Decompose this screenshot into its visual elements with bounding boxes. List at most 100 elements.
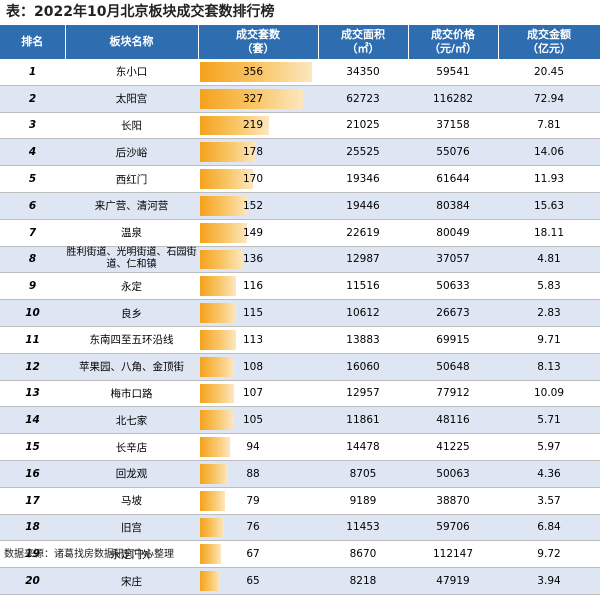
district-name-cell: 后沙峪 xyxy=(65,138,198,167)
units-bar xyxy=(200,463,228,484)
area-cell: 21025 xyxy=(318,112,408,140)
units-value: 219 xyxy=(242,119,264,132)
rank-cell: 14 xyxy=(0,406,65,435)
units-bar xyxy=(200,437,230,457)
district-name-cell: 宋庄 xyxy=(65,567,198,595)
rank-cell: 2 xyxy=(0,85,65,113)
rank-cell: 12 xyxy=(0,353,65,381)
amount-cell: 9.71 xyxy=(498,326,600,354)
table-row: 12 苹果园、八角、金顶街 108 16060 50648 8.13 xyxy=(0,353,600,381)
header-area: 成交面积 （㎡） xyxy=(318,25,409,59)
rank-cell: 18 xyxy=(0,514,65,542)
area-cell: 12957 xyxy=(318,380,408,408)
header-units: 成交套数 （套） xyxy=(198,25,319,59)
units-cell: 113 xyxy=(198,326,318,354)
amount-cell: 20.45 xyxy=(498,59,600,86)
rank-cell: 11 xyxy=(0,326,65,354)
price-cell: 26673 xyxy=(408,299,498,327)
price-cell: 112147 xyxy=(408,540,498,569)
area-cell: 25525 xyxy=(318,138,408,167)
area-cell: 8705 xyxy=(318,460,408,488)
amount-cell: 8.13 xyxy=(498,353,600,381)
units-cell: 79 xyxy=(198,487,318,515)
rank-cell: 15 xyxy=(0,433,65,461)
ranking-table: 排名 板块名称 成交套数 （套） 成交面积 （㎡） 成交价格 （元/㎡） 成交金额 （亿… xyxy=(0,25,600,595)
amount-cell: 9.72 xyxy=(498,540,600,569)
header-price: 成交价格 （元/㎡） xyxy=(408,25,499,59)
area-cell: 11453 xyxy=(318,514,408,542)
table-row: 17 马坡 79 9189 38870 3.57 xyxy=(0,487,600,515)
area-cell: 34350 xyxy=(318,59,408,86)
price-cell: 47919 xyxy=(408,567,498,595)
units-cell: 105 xyxy=(198,406,318,435)
table-row: 16 回龙观 88 8705 50063 4.36 xyxy=(0,460,600,488)
amount-cell: 72.94 xyxy=(498,85,600,113)
units-bar xyxy=(200,329,236,350)
table-row: 9 永定 116 11516 50633 5.83 xyxy=(0,272,600,301)
units-bar xyxy=(200,249,243,270)
amount-cell: 11.93 xyxy=(498,165,600,193)
units-cell: 115 xyxy=(198,299,318,327)
units-bar xyxy=(200,169,253,189)
amount-cell: 5.71 xyxy=(498,406,600,435)
table-row: 6 来广营、清河营 152 19446 80384 15.63 xyxy=(0,192,600,220)
price-cell: 116282 xyxy=(408,85,498,113)
rank-cell: 20 xyxy=(0,567,65,595)
district-name-cell: 北七家 xyxy=(65,406,198,435)
amount-cell: 15.63 xyxy=(498,192,600,220)
area-cell: 22619 xyxy=(318,219,408,247)
table-row: 14 北七家 105 11861 48116 5.71 xyxy=(0,406,600,435)
units-value: 67 xyxy=(246,548,260,561)
table-row: 1 东小口 356 34350 59541 20.45 xyxy=(0,59,600,86)
header-name: 板块名称 xyxy=(65,25,199,59)
table-row: 7 温泉 149 22619 80049 18.11 xyxy=(0,219,600,247)
price-cell: 61644 xyxy=(408,165,498,193)
units-cell: 116 xyxy=(198,272,318,301)
units-bar xyxy=(200,222,247,243)
rank-cell: 16 xyxy=(0,460,65,488)
district-name-cell: 回龙观 xyxy=(65,460,198,488)
units-bar xyxy=(200,410,233,431)
amount-cell: 4.36 xyxy=(498,460,600,488)
district-name-cell: 长阳 xyxy=(65,112,198,140)
units-value: 113 xyxy=(242,333,264,346)
table-row: 11 东南四至五环沿线 113 13883 69915 9.71 xyxy=(0,326,600,354)
district-name-cell: 良乡 xyxy=(65,299,198,327)
units-bar xyxy=(200,356,234,377)
units-value: 152 xyxy=(242,199,264,212)
area-cell: 19446 xyxy=(318,192,408,220)
units-cell: 88 xyxy=(198,460,318,488)
units-value: 356 xyxy=(242,65,264,78)
units-value: 94 xyxy=(246,441,260,454)
rank-cell: 17 xyxy=(0,487,65,515)
amount-cell: 4.81 xyxy=(498,246,600,274)
area-cell: 11516 xyxy=(318,272,408,301)
price-cell: 37057 xyxy=(408,246,498,274)
header-amount: 成交金额 （亿元） xyxy=(498,25,600,59)
amount-cell: 5.97 xyxy=(498,433,600,461)
amount-cell: 18.11 xyxy=(498,219,600,247)
amount-cell: 3.94 xyxy=(498,567,600,595)
amount-cell: 7.81 xyxy=(498,112,600,140)
price-cell: 37158 xyxy=(408,112,498,140)
units-value: 79 xyxy=(246,494,260,507)
units-cell: 94 xyxy=(198,433,318,461)
units-bar xyxy=(200,517,224,538)
units-cell: 65 xyxy=(198,567,318,595)
district-name-cell: 胜利街道、光明街道、石园街道、仁和镇 xyxy=(65,246,198,274)
units-cell: 76 xyxy=(198,514,318,542)
price-cell: 50633 xyxy=(408,272,498,301)
area-cell: 62723 xyxy=(318,85,408,113)
units-bar xyxy=(200,490,225,511)
rank-cell: 10 xyxy=(0,299,65,327)
district-name-cell: 西红门 xyxy=(65,165,198,193)
amount-cell: 3.57 xyxy=(498,487,600,515)
units-bar xyxy=(200,544,221,565)
district-name-cell: 苹果园、八角、金顶街 xyxy=(65,353,198,381)
header-rank: 排名 xyxy=(0,25,66,59)
page-title: 表：2022年10月北京板块成交套数排行榜 xyxy=(6,4,275,20)
price-cell: 48116 xyxy=(408,406,498,435)
units-value: 76 xyxy=(246,521,260,534)
table-row: 5 西红门 170 19346 61644 11.93 xyxy=(0,165,600,193)
units-cell: 152 xyxy=(198,192,318,220)
